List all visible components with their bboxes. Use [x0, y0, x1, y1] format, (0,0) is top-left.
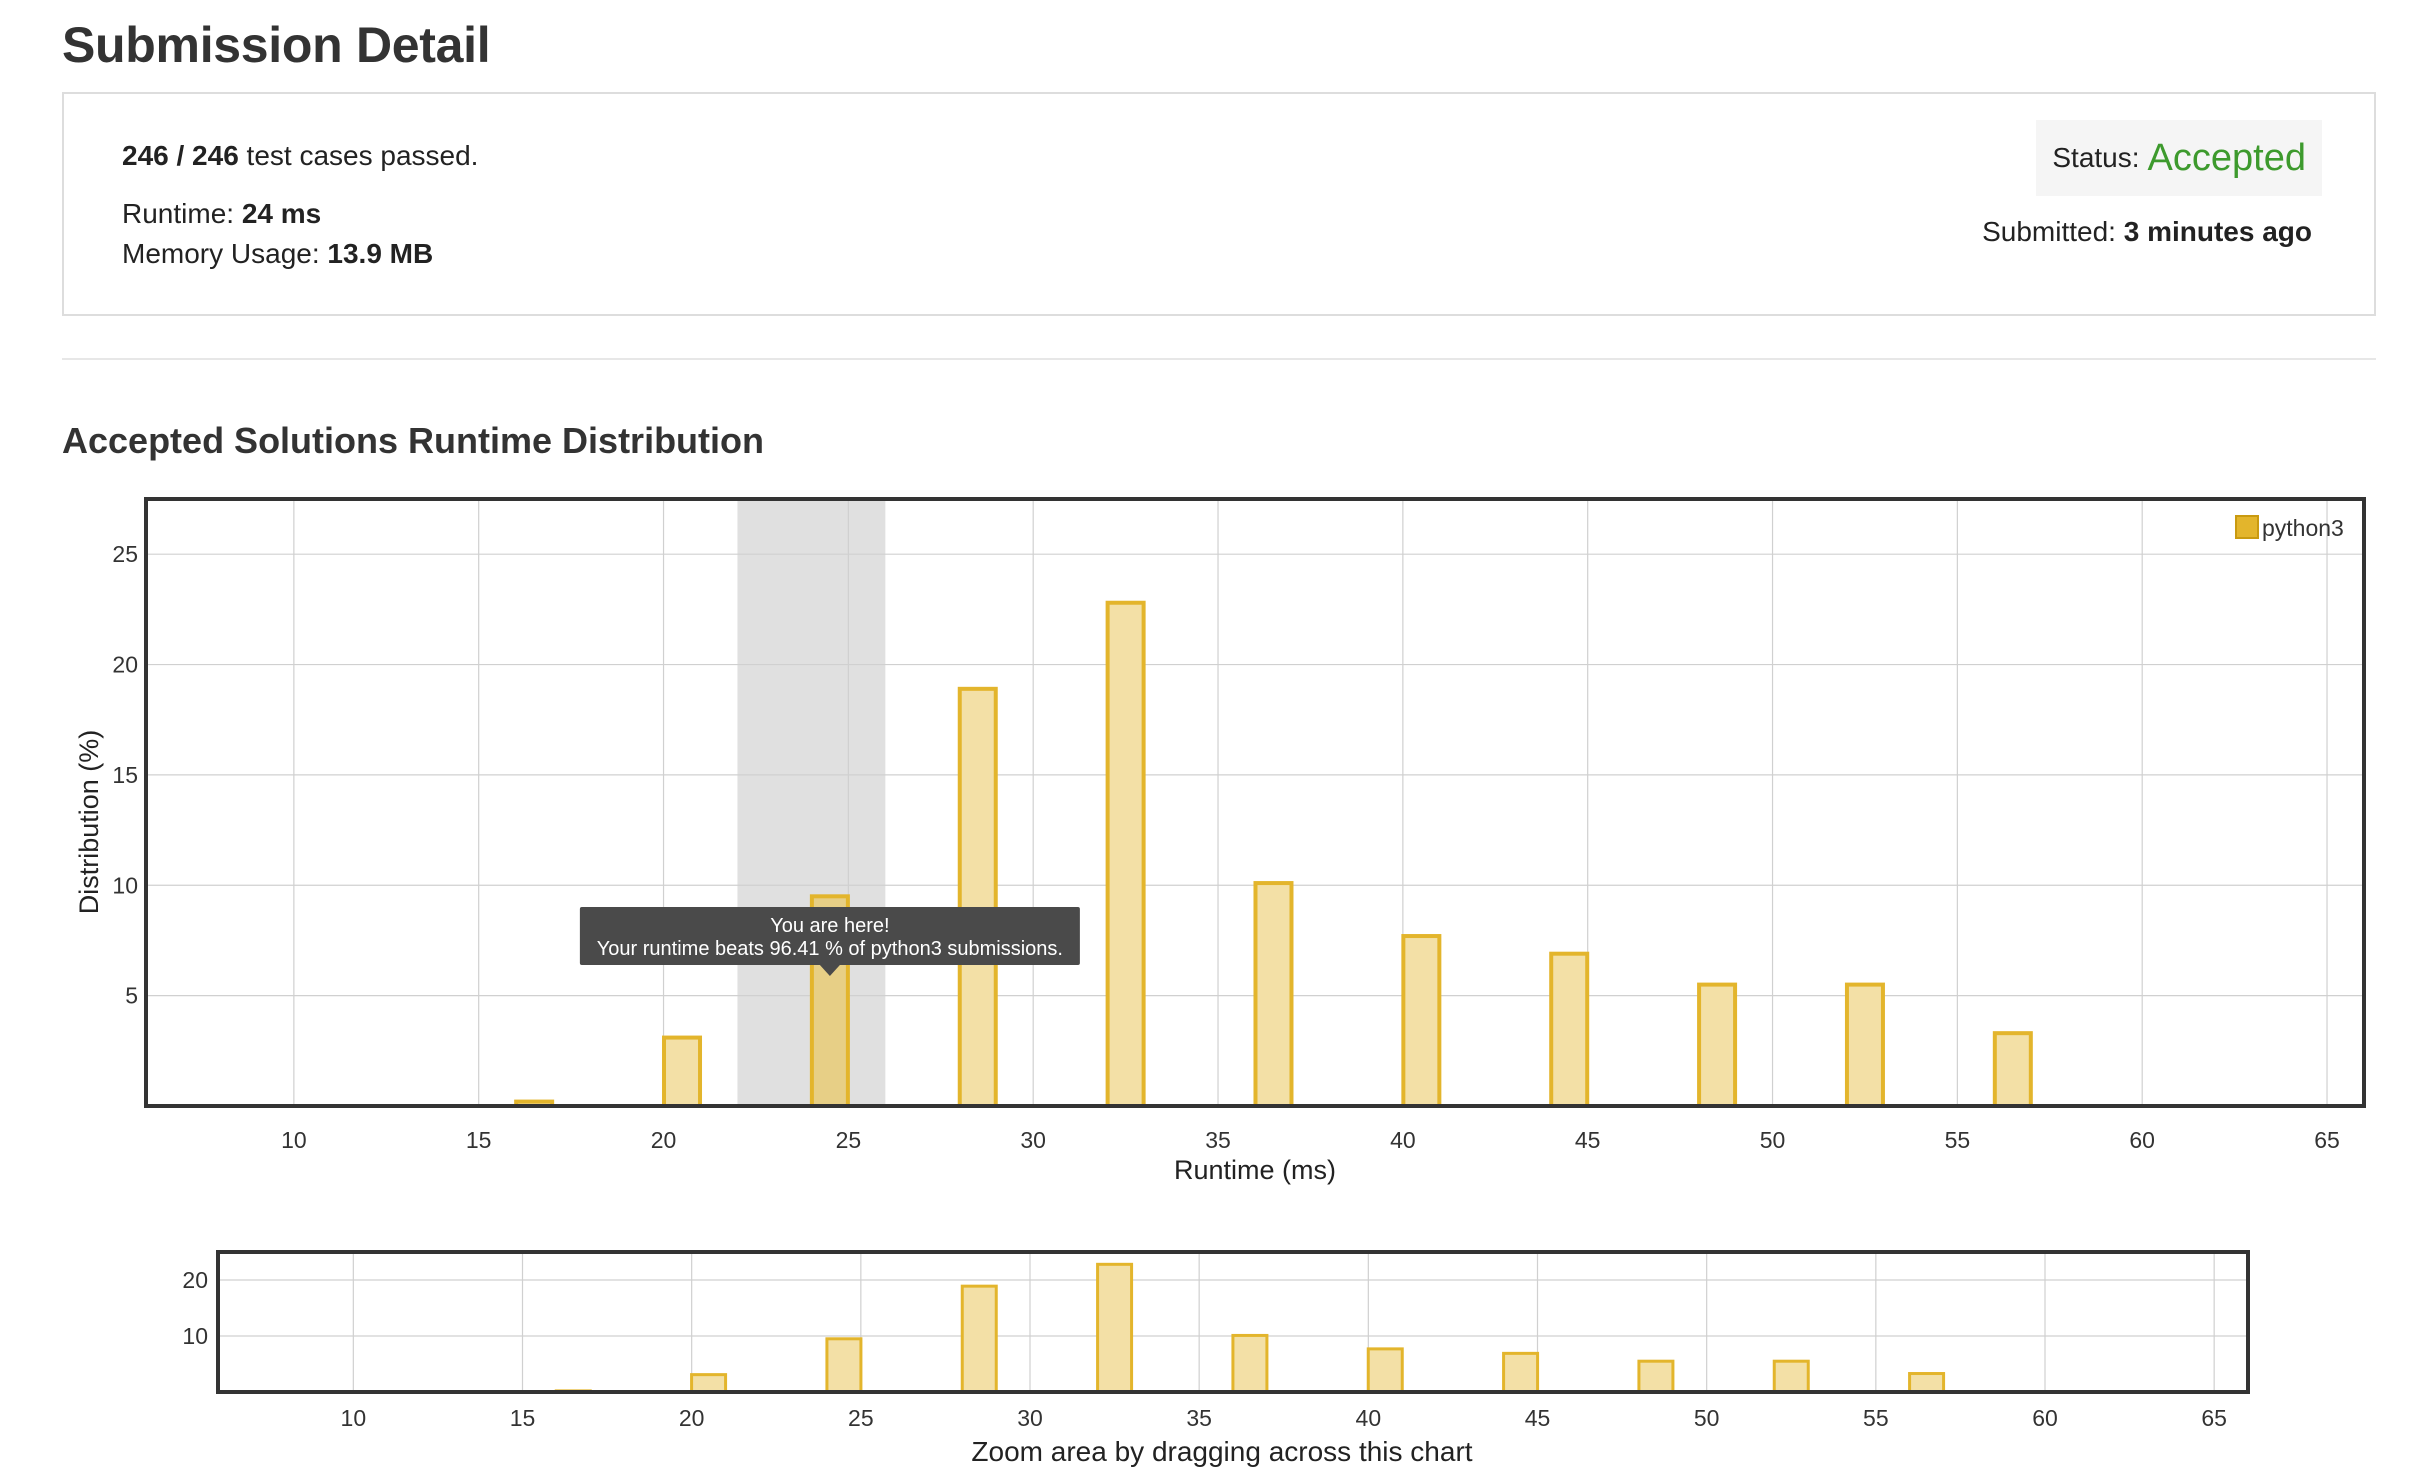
x-tick-label: 40: [1356, 1405, 1382, 1431]
distribution-bar[interactable]: [1637, 1359, 1675, 1394]
runtime-distribution-chart[interactable]: 10 15 20 25 30 35 40 45 50 55 60 65 5 10 15 20 25 Runtime…: [0, 480, 2426, 1200]
distribution-bar[interactable]: [662, 1035, 703, 1108]
x-tick-label: 65: [2314, 1127, 2340, 1153]
memory-value: 13.9 MB: [327, 238, 434, 269]
memory-line: Memory Usage: 13.9 MB: [122, 238, 433, 270]
x-axis-title: Runtime (ms): [1174, 1155, 1336, 1185]
x-tick-label: 35: [1205, 1127, 1231, 1153]
page-title: Submission Detail: [62, 17, 491, 73]
x-tick-label: 40: [1390, 1127, 1416, 1153]
status-label: Status:: [2052, 142, 2140, 173]
plot-frame: [216, 1250, 2250, 1394]
x-tick-label: 25: [848, 1405, 874, 1431]
legend-label-python3[interactable]: python3: [2262, 515, 2344, 541]
x-tick-label: 10: [281, 1127, 307, 1153]
x-tick-label: 55: [1863, 1405, 1889, 1431]
test-cases-label: test cases passed.: [238, 140, 479, 171]
distribution-bar[interactable]: [1401, 934, 1442, 1109]
tooltip-box: [579, 907, 1080, 965]
y-axis-title: Distribution (%): [74, 730, 104, 915]
distribution-bar[interactable]: [1253, 881, 1294, 1108]
y-tick-label: 25: [112, 541, 138, 567]
distribution-bar[interactable]: [960, 1284, 998, 1394]
y-tick-label: 20: [182, 1267, 208, 1293]
submitted-value: 3 minutes ago: [2123, 216, 2312, 247]
status-value: Accepted: [2147, 136, 2306, 179]
distribution-section-title: Accepted Solutions Runtime Distribution: [62, 420, 765, 461]
distribution-bar[interactable]: [1992, 1031, 2033, 1108]
test-cases-count: 246 / 246: [122, 140, 239, 171]
x-tick-label: 50: [1760, 1127, 1786, 1153]
runtime-tooltip: You are here!Your runtime beats 96.41 % …: [579, 907, 1080, 976]
runtime-value: 24 ms: [241, 198, 322, 229]
distribution-bar[interactable]: [1908, 1372, 1946, 1394]
distribution-bar[interactable]: [690, 1373, 728, 1394]
distribution-bar[interactable]: [1231, 1333, 1269, 1394]
x-tick-label: 20: [679, 1405, 705, 1431]
distribution-bar[interactable]: [1096, 1262, 1134, 1394]
x-tick-label: 55: [1945, 1127, 1971, 1153]
plot-frame: [144, 497, 2366, 1108]
distribution-bar[interactable]: [1844, 982, 1885, 1109]
section-divider: [62, 358, 2376, 360]
y-tick-label: 20: [112, 652, 138, 678]
submitted-label: Submitted:: [1982, 216, 2124, 247]
runtime-label: Runtime:: [122, 198, 242, 229]
status-badge: Status: Accepted: [2036, 120, 2322, 196]
y-tick-label: 10: [112, 872, 138, 898]
x-tick-label: 25: [836, 1127, 862, 1153]
test-cases-line: 246 / 246 test cases passed.: [122, 140, 478, 172]
x-tick-label: 35: [1186, 1405, 1212, 1431]
x-tick-label: 45: [1575, 1127, 1601, 1153]
distribution-bar[interactable]: [957, 686, 998, 1109]
x-tick-label: 30: [1017, 1405, 1043, 1431]
distribution-bar[interactable]: [1502, 1351, 1540, 1394]
zoom-navigator-chart[interactable]: 10 15 20 25 30 35 40 45 50 55 60 65 10 20 Zoom area by…: [0, 1230, 2426, 1472]
x-tick-label: 60: [2129, 1127, 2155, 1153]
x-tick-label: 15: [466, 1127, 492, 1153]
memory-label: Memory Usage:: [122, 238, 328, 269]
distribution-bar[interactable]: [1105, 600, 1146, 1108]
runtime-line: Runtime: 24 ms: [122, 198, 321, 230]
x-tick-label: 30: [1020, 1127, 1046, 1153]
tooltip-text: Your runtime beats 96.41 % of python3 su…: [597, 938, 1063, 960]
distribution-bar[interactable]: [1366, 1347, 1404, 1394]
distribution-bar[interactable]: [825, 1337, 863, 1394]
tooltip-pointer: [819, 965, 840, 976]
x-tick-label: 15: [510, 1405, 536, 1431]
x-tick-label: 50: [1694, 1405, 1720, 1431]
x-tick-label: 20: [651, 1127, 677, 1153]
y-tick-label: 5: [125, 983, 138, 1009]
y-tick-label: 10: [182, 1323, 208, 1349]
x-tick-label: 65: [2201, 1405, 2227, 1431]
x-tick-label: 45: [1525, 1405, 1551, 1431]
distribution-bar[interactable]: [1549, 951, 1590, 1108]
distribution-bar[interactable]: [1697, 982, 1738, 1109]
x-tick-label: 10: [341, 1405, 367, 1431]
distribution-bar[interactable]: [1772, 1359, 1810, 1394]
legend-swatch[interactable]: [2235, 515, 2259, 539]
submitted-line: Submitted: 3 minutes ago: [1982, 216, 2312, 248]
navigator-caption: Zoom area by dragging across this chart: [971, 1436, 1472, 1467]
y-tick-label: 15: [112, 762, 138, 788]
x-tick-label: 60: [2032, 1405, 2058, 1431]
tooltip-heading: You are here!: [770, 915, 889, 937]
submission-summary-panel: 246 / 246 test cases passed. Runtime: 24…: [62, 92, 2376, 316]
